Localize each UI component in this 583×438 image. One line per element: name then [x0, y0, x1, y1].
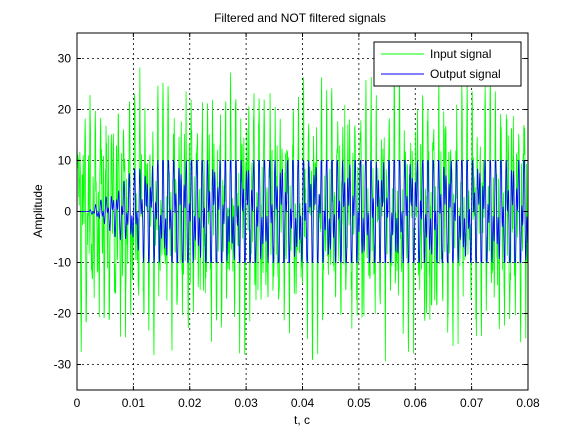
x-tick-label: 0.08 [516, 396, 540, 410]
legend-label-output-signal: Output signal [430, 67, 501, 81]
x-tick-label: 0.07 [460, 396, 484, 410]
x-tick-label: 0.02 [178, 396, 202, 410]
series-line-output-signal [77, 160, 529, 264]
y-tick-label: 30 [58, 52, 72, 66]
legend-box [373, 41, 522, 87]
series-layer [76, 60, 529, 362]
x-tick-label: 0.04 [291, 396, 315, 410]
x-tick-labels: 0 0.01 0.02 0.03 0.04 0.05 0.06 0.07 0.08 [74, 396, 540, 410]
legend-label-input-signal: Input signal [430, 47, 491, 61]
x-tick-label: 0.03 [234, 396, 258, 410]
x-tick-label: 0 [74, 396, 81, 410]
y-tick-label: 0 [64, 205, 71, 219]
x-tick-label: 0.05 [347, 396, 371, 410]
y-tick-label: 10 [58, 154, 72, 168]
y-axis-title: Amplitude [31, 184, 45, 238]
y-tick-label: -20 [54, 307, 72, 321]
legend: Input signal Output signal [373, 41, 522, 87]
x-axis-title: t, c [294, 413, 310, 427]
y-tick-label: 20 [58, 103, 72, 117]
x-tick-label: 0.01 [122, 396, 146, 410]
y-tick-labels: -30 -20 -10 0 10 20 30 [54, 52, 72, 372]
y-tick-label: -30 [54, 358, 72, 372]
chart-title: Filtered and NOT filtered signals [214, 11, 386, 25]
x-tick-label: 0.06 [404, 396, 428, 410]
axis-ticks [76, 33, 529, 390]
y-tick-label: -10 [54, 256, 72, 270]
